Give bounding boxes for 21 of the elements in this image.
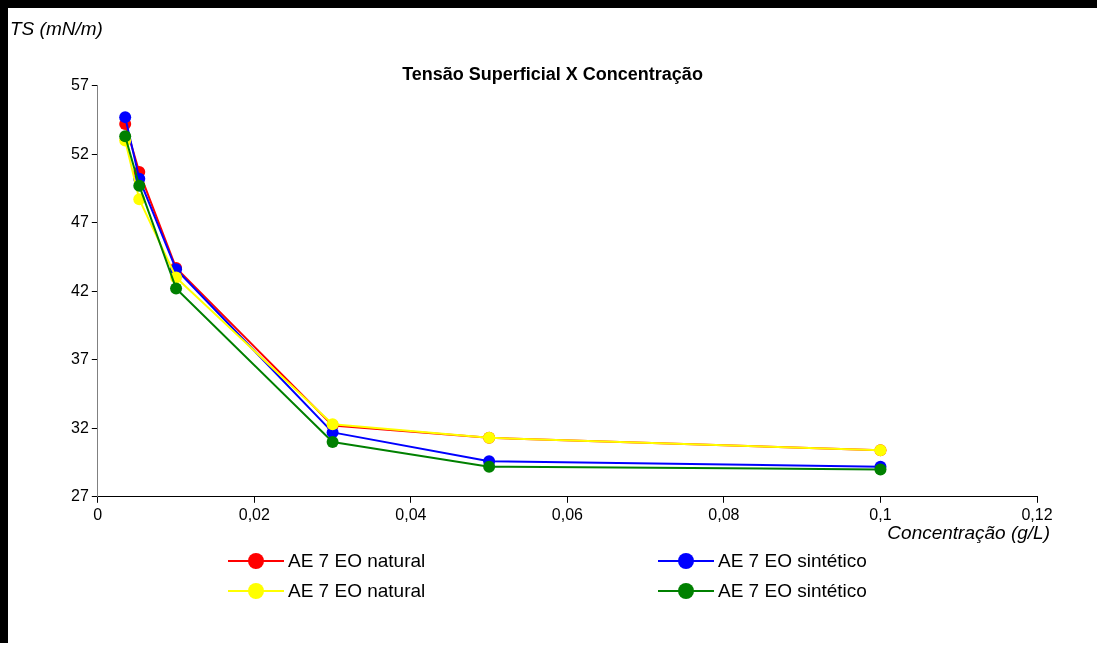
- y-tick-label: 42: [71, 281, 89, 299]
- y-tick-label: 52: [71, 144, 89, 162]
- x-tick-label: 0,04: [395, 505, 427, 523]
- x-axis-title: Concentração (g/L): [886, 522, 1050, 544]
- x-tick-label: 0,08: [708, 505, 740, 523]
- x-tick-label: 0,06: [551, 505, 584, 523]
- y-tick-label: 37: [71, 350, 89, 368]
- x-tick-label: 0: [93, 505, 103, 523]
- legend-label: AE 7 EO natural: [288, 550, 426, 572]
- legend-label: AE 7 EO sintético: [718, 580, 867, 602]
- y-tick-label: 32: [71, 418, 89, 436]
- y-tick-label: 47: [71, 213, 89, 231]
- y-axis-title: TS (mN/m): [10, 18, 103, 40]
- x-tick-label: 0,1: [869, 505, 892, 523]
- chart-title: Tensão Superficial X Concentração: [402, 63, 703, 84]
- y-tick-label: 57: [71, 76, 89, 94]
- x-tick-label: 0,02: [238, 505, 270, 523]
- legend-label: AE 7 EO natural: [288, 580, 426, 602]
- x-tick-label: 0,12: [1021, 505, 1053, 523]
- legend-label: AE 7 EO sintético: [718, 550, 867, 572]
- y-tick-label: 27: [71, 487, 89, 505]
